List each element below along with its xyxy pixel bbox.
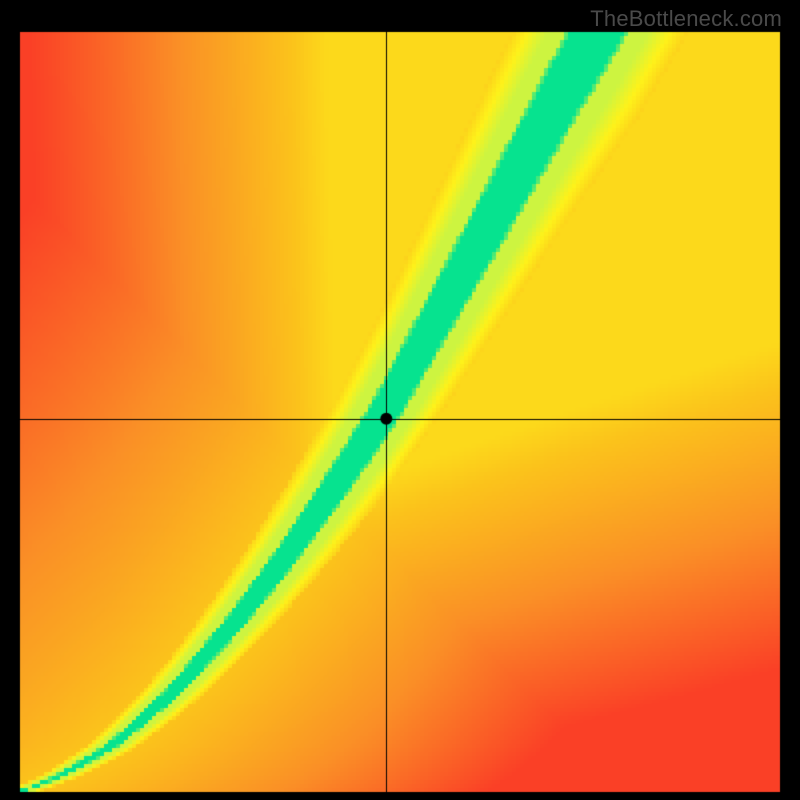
watermark-text: TheBottleneck.com <box>590 6 782 32</box>
bottleneck-heatmap <box>0 0 800 800</box>
